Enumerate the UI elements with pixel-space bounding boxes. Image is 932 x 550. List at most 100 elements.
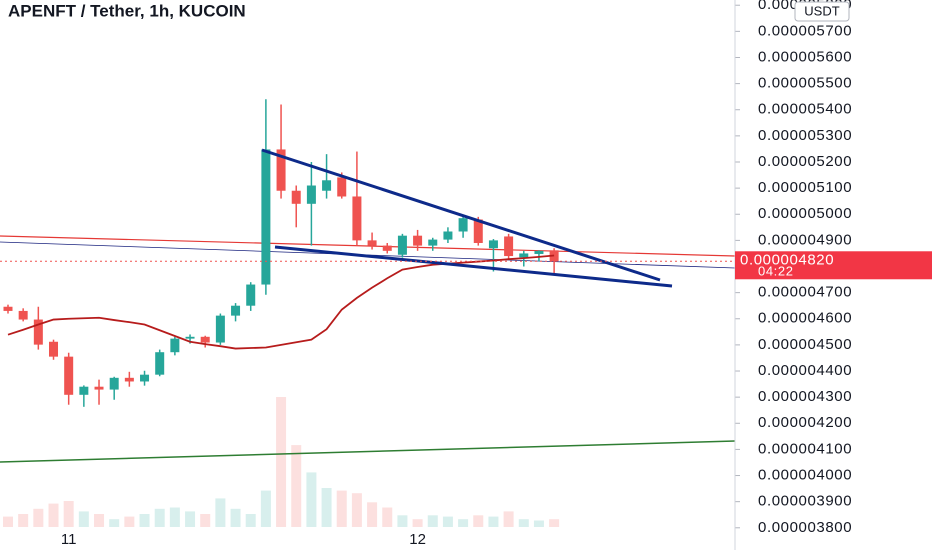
trend-line bbox=[0, 235, 736, 257]
volume-bar bbox=[503, 511, 514, 527]
volume-bar bbox=[154, 508, 165, 527]
last-price-label: 0.000004820 bbox=[740, 251, 834, 268]
candle-body bbox=[3, 306, 13, 311]
candle-body bbox=[291, 190, 301, 204]
candle-body bbox=[488, 240, 498, 249]
volume-bar bbox=[533, 520, 544, 527]
y-tick-label: 0.000005300 bbox=[758, 127, 852, 144]
y-tick-label: 0.000004200 bbox=[758, 414, 852, 431]
candle-body bbox=[397, 235, 407, 255]
volume-bar bbox=[351, 493, 362, 527]
volume-bar bbox=[185, 511, 196, 527]
candle-body bbox=[246, 284, 256, 306]
candle-body bbox=[215, 315, 225, 343]
volume-bar bbox=[215, 498, 226, 527]
candle-body bbox=[185, 336, 195, 339]
candle-body bbox=[306, 185, 316, 204]
y-tick-label: 0.000004600 bbox=[758, 310, 852, 327]
y-tick-label: 0.000004500 bbox=[758, 336, 852, 353]
volume-bar bbox=[336, 490, 347, 527]
y-tick-label: 0.000005200 bbox=[758, 153, 852, 170]
volume-bar bbox=[306, 472, 317, 527]
volume-bar bbox=[18, 514, 29, 527]
y-tick-label: 0.000005700 bbox=[758, 22, 852, 39]
y-tick-label: 0.000004900 bbox=[758, 231, 852, 248]
candle-body bbox=[322, 180, 332, 191]
candle-body bbox=[382, 245, 392, 251]
volume-bar bbox=[549, 519, 560, 527]
x-tick-label: 12 bbox=[409, 531, 426, 548]
volume-bar bbox=[442, 516, 453, 527]
volume-bar bbox=[473, 515, 484, 527]
volume-bar bbox=[291, 445, 302, 527]
candle-body bbox=[79, 386, 89, 395]
candle-body bbox=[64, 356, 74, 395]
volume-bar bbox=[33, 508, 44, 527]
volume-bar bbox=[94, 514, 105, 527]
triangle-upper bbox=[261, 148, 661, 282]
y-tick-label: 0.000004700 bbox=[758, 284, 852, 301]
candle-body bbox=[473, 219, 483, 243]
volume-bar bbox=[109, 519, 120, 527]
countdown: 04:22 bbox=[758, 264, 794, 279]
candle-body bbox=[458, 218, 468, 232]
volume-bar bbox=[382, 507, 393, 527]
volume-bar bbox=[124, 516, 135, 527]
y-tick-label: 0.000005000 bbox=[758, 205, 852, 222]
volume-bar bbox=[3, 516, 13, 527]
volume-bar bbox=[321, 488, 332, 527]
candle-body bbox=[49, 341, 59, 357]
y-tick-label: 0.000003900 bbox=[758, 493, 852, 510]
candle-body bbox=[200, 336, 210, 343]
y-tick-label: 0.000004000 bbox=[758, 467, 852, 484]
candle-body bbox=[261, 149, 271, 285]
y-tick-label: 0.000003800 bbox=[758, 519, 852, 536]
y-tick-label: 0.000005100 bbox=[758, 179, 852, 196]
y-tick-label: 0.000005400 bbox=[758, 101, 852, 118]
candle-body bbox=[443, 231, 453, 240]
candle-body bbox=[413, 235, 423, 246]
candles bbox=[3, 99, 559, 407]
volume-bar bbox=[397, 515, 408, 527]
currency-badge[interactable] bbox=[794, 1, 850, 22]
volume-bar bbox=[48, 503, 59, 527]
volume-bar bbox=[245, 514, 256, 527]
volume-bar bbox=[260, 490, 271, 527]
volume-bar bbox=[230, 508, 241, 527]
y-tick-label: 0.000005600 bbox=[758, 48, 852, 65]
volume-bar bbox=[200, 514, 211, 527]
y-tick-label: 0.000004100 bbox=[758, 440, 852, 457]
candle-body bbox=[276, 149, 286, 191]
last-price-box bbox=[735, 251, 932, 280]
trend-line bbox=[0, 440, 736, 463]
currency-label: USDT bbox=[804, 3, 839, 18]
volume-bar bbox=[78, 511, 89, 527]
triangle-lower bbox=[274, 245, 673, 288]
candle-body bbox=[367, 240, 377, 246]
candle-body bbox=[231, 305, 241, 316]
candle-body bbox=[534, 250, 544, 254]
candle-body bbox=[155, 352, 165, 375]
candle-body bbox=[94, 386, 104, 390]
volume-bar bbox=[427, 515, 438, 527]
candle-body bbox=[18, 310, 28, 320]
chart-title: APENFT / Tether, 1h, KUCOIN bbox=[8, 1, 246, 20]
candle-body bbox=[33, 319, 43, 345]
candle-body bbox=[140, 374, 150, 382]
volume-bar bbox=[458, 519, 469, 527]
y-tick-label: 0.000004300 bbox=[758, 388, 852, 405]
volume-bar bbox=[488, 516, 499, 527]
candle-body bbox=[519, 253, 529, 258]
candle-body bbox=[504, 236, 514, 257]
volume-layer bbox=[3, 397, 560, 527]
volume-bar bbox=[367, 502, 378, 527]
volume-bar bbox=[518, 519, 529, 527]
candle-body bbox=[124, 377, 134, 382]
candle-body bbox=[428, 239, 438, 246]
candle-body bbox=[352, 196, 362, 241]
x-tick-label: 11 bbox=[61, 531, 77, 548]
volume-bar bbox=[63, 501, 74, 527]
y-tick-label: 0.000004400 bbox=[758, 362, 852, 379]
candle-body bbox=[337, 177, 347, 197]
